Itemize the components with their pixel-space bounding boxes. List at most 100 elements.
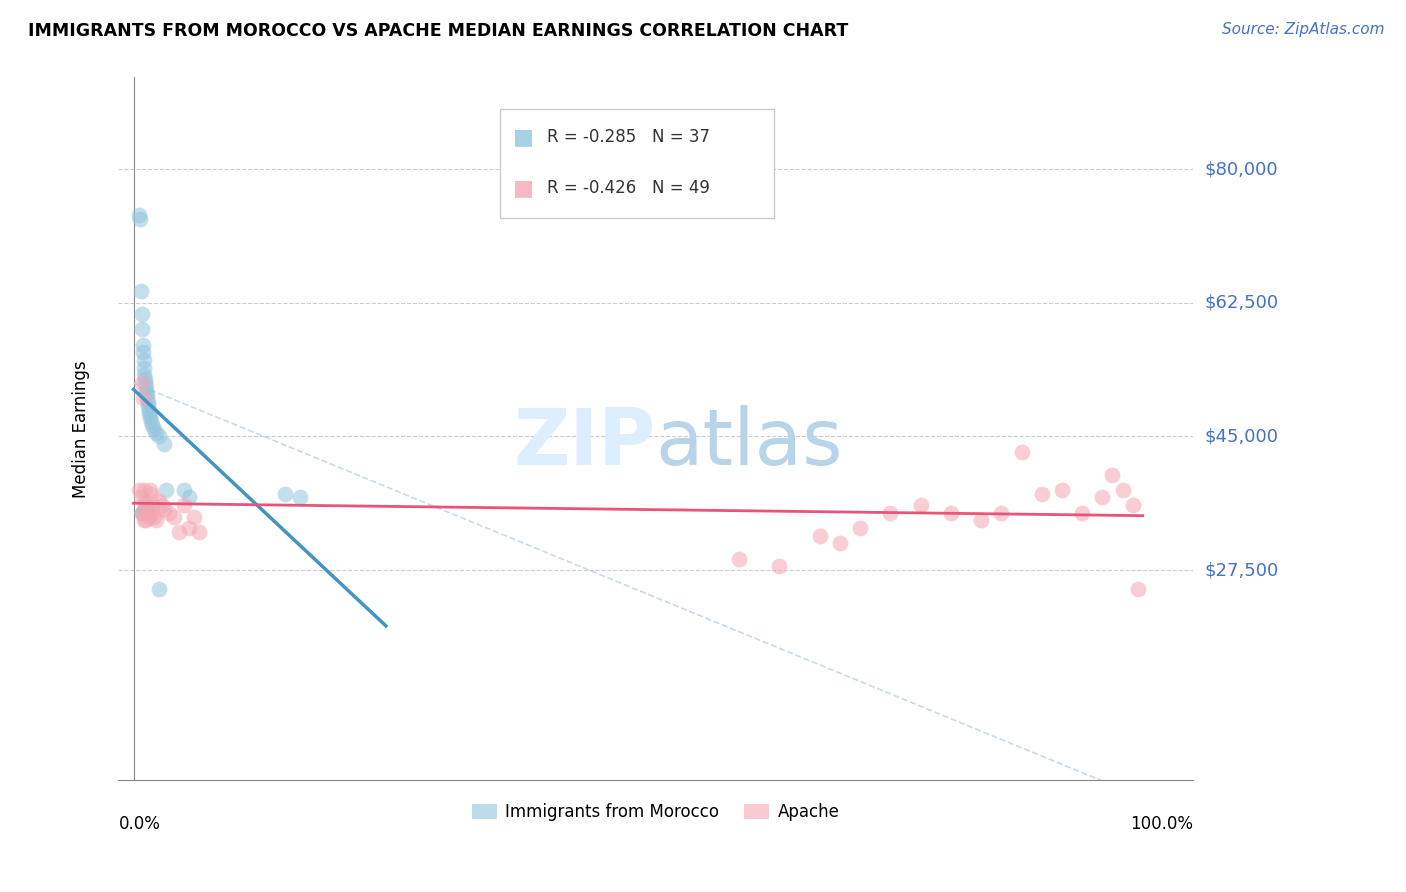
Point: [1031, 486, 1053, 500]
Point: [138, 402, 160, 417]
Text: atlas: atlas: [655, 405, 844, 481]
Point: [131, 345, 153, 359]
Point: [142, 506, 165, 520]
Point: [188, 524, 211, 539]
Point: [728, 551, 751, 566]
Point: [768, 559, 790, 574]
Text: $62,500: $62,500: [1205, 293, 1278, 311]
Point: [163, 509, 186, 524]
Point: [135, 502, 157, 516]
Point: [131, 322, 153, 336]
Point: [135, 513, 157, 527]
Bar: [501, 109, 773, 218]
Point: [136, 395, 159, 409]
Point: [1050, 483, 1073, 497]
Point: [177, 521, 200, 535]
Point: [131, 391, 153, 405]
Point: [141, 498, 163, 512]
Point: [129, 491, 152, 505]
Text: Source: ZipAtlas.com: Source: ZipAtlas.com: [1222, 22, 1385, 37]
Text: ■: ■: [513, 128, 534, 147]
Point: [138, 506, 160, 520]
Point: [136, 506, 159, 520]
Text: Median Earnings: Median Earnings: [72, 360, 90, 498]
Point: [136, 399, 159, 413]
Point: [177, 491, 200, 505]
Point: [183, 509, 205, 524]
Point: [131, 337, 153, 351]
Text: IMMIGRANTS FROM MOROCCO VS APACHE MEDIAN EARNINGS CORRELATION CHART: IMMIGRANTS FROM MOROCCO VS APACHE MEDIAN…: [28, 22, 848, 40]
Point: [131, 506, 153, 520]
Point: [879, 506, 901, 520]
Point: [148, 582, 170, 596]
Legend: Immigrants from Morocco, Apache: Immigrants from Morocco, Apache: [465, 797, 846, 828]
Text: R = -0.285   N = 37: R = -0.285 N = 37: [547, 128, 710, 146]
Point: [828, 536, 851, 550]
Point: [135, 498, 157, 512]
Point: [1091, 491, 1114, 505]
Point: [135, 384, 157, 398]
Text: R = -0.426   N = 49: R = -0.426 N = 49: [547, 178, 710, 197]
Point: [134, 494, 156, 508]
Point: [990, 506, 1012, 520]
Point: [970, 513, 993, 527]
Point: [132, 502, 155, 516]
Point: [910, 498, 932, 512]
Point: [1126, 582, 1149, 596]
Point: [157, 506, 180, 520]
Point: [138, 410, 160, 425]
Point: [131, 506, 153, 520]
Point: [135, 498, 157, 512]
Point: [132, 513, 155, 527]
Point: [142, 422, 165, 436]
Text: ■: ■: [513, 178, 534, 198]
Point: [152, 502, 174, 516]
Point: [132, 353, 155, 368]
Point: [138, 407, 160, 421]
Point: [155, 483, 177, 497]
Point: [173, 483, 195, 497]
Text: $80,000: $80,000: [1205, 160, 1278, 178]
Point: [139, 486, 162, 500]
Point: [145, 425, 167, 440]
Point: [131, 307, 153, 321]
Text: 100.0%: 100.0%: [1130, 815, 1194, 833]
Point: [128, 211, 150, 226]
Point: [148, 494, 170, 508]
Point: [131, 376, 153, 390]
Point: [148, 429, 170, 443]
Point: [135, 380, 157, 394]
Point: [138, 509, 160, 524]
Point: [150, 498, 173, 512]
Point: [1011, 444, 1033, 458]
Point: [139, 414, 162, 428]
Point: [128, 483, 150, 497]
Point: [1111, 483, 1133, 497]
Point: [129, 285, 152, 299]
Point: [167, 524, 190, 539]
Point: [135, 391, 157, 405]
Point: [1122, 498, 1144, 512]
Point: [849, 521, 872, 535]
Point: [808, 529, 831, 543]
Point: [274, 486, 297, 500]
Point: [132, 360, 155, 375]
Point: [135, 387, 157, 401]
Point: [134, 376, 156, 390]
Point: [128, 208, 150, 222]
Point: [173, 498, 195, 512]
Point: [138, 483, 160, 497]
Text: ZIP: ZIP: [513, 405, 655, 481]
Point: [1101, 467, 1123, 482]
Point: [145, 513, 167, 527]
Text: $27,500: $27,500: [1205, 561, 1278, 579]
Point: [142, 509, 165, 524]
Point: [132, 483, 155, 497]
Point: [141, 417, 163, 432]
Text: 0.0%: 0.0%: [118, 815, 160, 833]
Point: [1071, 506, 1094, 520]
Point: [132, 368, 155, 383]
Point: [131, 506, 153, 520]
Point: [939, 506, 962, 520]
Point: [152, 437, 174, 451]
